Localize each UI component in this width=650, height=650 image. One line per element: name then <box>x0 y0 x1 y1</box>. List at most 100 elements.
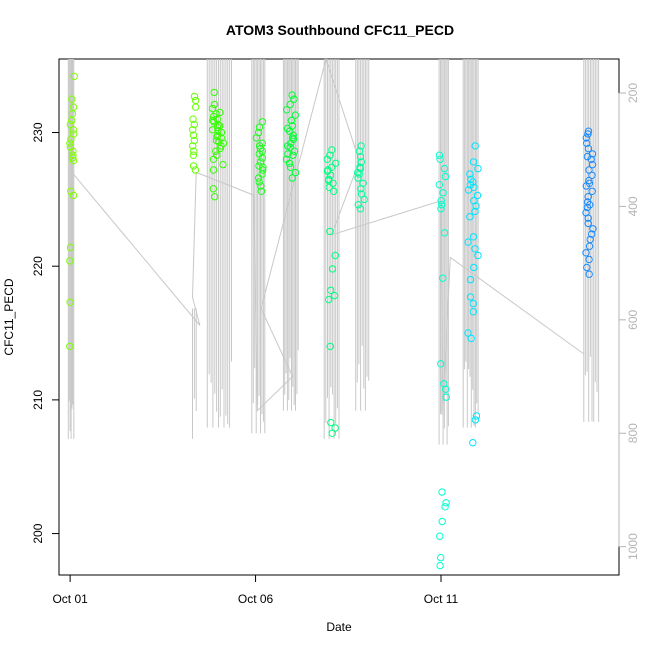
data-point <box>355 147 364 155</box>
data-point <box>585 270 593 278</box>
data-point <box>588 160 597 169</box>
data-point <box>466 213 474 221</box>
data-point <box>255 178 263 186</box>
y-tick-label: 220 <box>31 256 45 276</box>
data-point <box>588 230 596 238</box>
data-point <box>290 147 299 155</box>
data-point <box>285 159 294 168</box>
data-point <box>287 116 295 125</box>
data-point <box>189 131 198 139</box>
data-point <box>441 503 449 511</box>
data-point <box>210 100 219 109</box>
data-point <box>66 143 75 151</box>
data-point <box>328 429 336 437</box>
data-point <box>283 142 292 150</box>
data-point <box>442 499 450 507</box>
data-point <box>584 193 592 201</box>
data-point <box>585 179 594 188</box>
data-point <box>584 214 592 222</box>
data-point <box>288 174 296 182</box>
data-point <box>289 151 297 159</box>
y-axis-label: CFC11_PECD <box>2 278 16 355</box>
data-point <box>436 532 444 540</box>
pressure-transit-line <box>71 57 585 412</box>
data-point <box>356 152 365 161</box>
data-point <box>212 147 220 155</box>
data-point <box>324 166 332 174</box>
x-axis-label: Date <box>326 620 352 634</box>
data-point <box>584 219 592 228</box>
data-point <box>442 385 450 393</box>
data-point <box>332 159 340 168</box>
data-point <box>328 265 337 273</box>
data-point <box>585 242 594 250</box>
data-point <box>435 151 444 159</box>
data-point <box>283 124 292 133</box>
data-point <box>469 308 477 316</box>
data-point <box>467 334 475 343</box>
data-point <box>466 293 475 301</box>
y-axis: 200 210 220 230 <box>31 122 60 544</box>
data-point <box>325 295 333 304</box>
data-point <box>357 142 365 150</box>
data-point <box>360 195 368 204</box>
data-point <box>328 146 336 154</box>
pressure-profile-layer <box>67 57 600 445</box>
data-point <box>69 126 78 134</box>
data-point <box>284 150 292 158</box>
data-point <box>291 168 300 177</box>
data-point <box>442 393 450 401</box>
data-point <box>69 191 78 200</box>
secondary-y-axis: 200 400 600 800 1000 <box>618 83 640 560</box>
data-point <box>466 170 474 178</box>
data-point <box>588 187 596 196</box>
data-point <box>190 136 199 145</box>
data-point <box>66 342 74 351</box>
data-point <box>257 187 266 196</box>
data-point <box>69 151 77 159</box>
data-point <box>584 130 592 138</box>
data-point <box>469 158 478 166</box>
data-point <box>189 115 197 123</box>
data-point <box>437 197 445 205</box>
data-point <box>470 183 478 192</box>
data-point <box>438 517 446 526</box>
data-point <box>69 156 78 165</box>
data-point <box>216 108 224 117</box>
data-point <box>283 106 291 114</box>
y-tick-label: 200 <box>31 523 45 543</box>
data-point <box>469 233 478 241</box>
data-point <box>437 360 445 368</box>
data-point <box>474 164 482 173</box>
data-point <box>288 134 297 142</box>
data-point <box>324 176 333 185</box>
data-point <box>209 185 218 193</box>
data-point <box>471 416 480 424</box>
data-point <box>437 205 445 213</box>
data-point <box>290 95 298 103</box>
data-point <box>66 243 75 252</box>
data-point <box>219 160 227 169</box>
data-point <box>357 185 365 193</box>
data-point <box>441 172 450 181</box>
data-point <box>255 162 263 170</box>
data-point <box>438 488 446 496</box>
data-point <box>471 207 479 216</box>
data-point <box>214 127 222 135</box>
data-point <box>439 274 447 282</box>
data-point <box>583 152 592 161</box>
data-point <box>66 257 74 265</box>
data-point <box>327 286 335 294</box>
data-point <box>66 298 74 306</box>
data-point <box>472 202 480 210</box>
data-point <box>326 151 334 159</box>
data-point <box>471 142 479 150</box>
data-point <box>190 147 198 155</box>
data-point <box>469 299 477 308</box>
data-point <box>471 245 479 253</box>
data-point <box>438 201 446 209</box>
data-point <box>67 135 75 143</box>
y2-tick-label: 600 <box>626 309 640 329</box>
data-point <box>464 329 472 337</box>
data-point <box>259 166 267 174</box>
